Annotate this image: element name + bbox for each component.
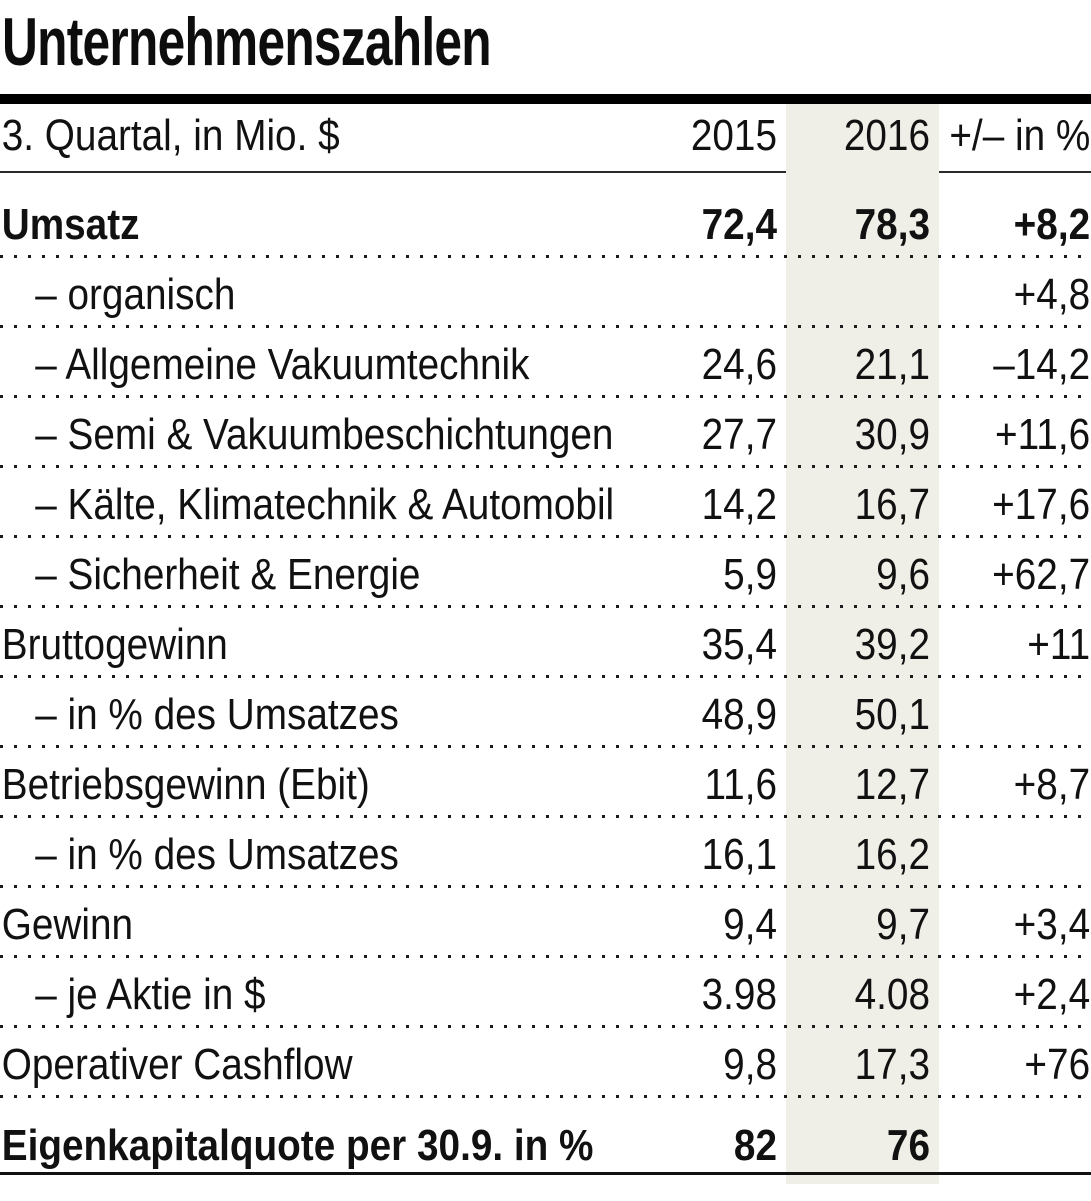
table: 3. Quartal, in Mio. $ 2015 2016 +/– in %…	[0, 104, 1091, 1176]
top-rule	[0, 94, 1091, 104]
page-title: Unternehmenszahlen	[2, 4, 492, 80]
value-2015: 27,7	[701, 410, 777, 459]
value-change: +11	[1027, 620, 1091, 669]
table-row-bruttogewinn: Bruttogewinn 35,4 39,2 +11	[0, 608, 1091, 678]
table-row-allgemeine-vakuumtechnik: – Allgemeine Vakuumtechnik 24,6 21,1 –14…	[0, 328, 1091, 398]
table-row-gewinn: Gewinn 9,4 9,7 +3,4	[0, 888, 1091, 958]
table-row-kaelte-klimatechnik-automobil: – Kälte, Klimatechnik & Automobil 14,2 1…	[0, 468, 1091, 538]
table-row-sicherheit-energie: – Sicherheit & Energie 5,9 9,6 +62,7	[0, 538, 1091, 608]
header-col-2016: 2016	[843, 111, 930, 160]
row-label: – organisch	[35, 270, 236, 319]
row-label: Bruttogewinn	[1, 620, 228, 669]
value-2015: 3.98	[701, 970, 777, 1019]
value-change: +62,7	[992, 550, 1091, 599]
row-label: – Allgemeine Vakuumtechnik	[35, 340, 530, 389]
value-change: +4,8	[1013, 270, 1091, 319]
row-label: – je Aktie in $	[35, 970, 266, 1019]
header-unit-label: 3. Quartal, in Mio. $	[1, 111, 340, 160]
value-2015: 14,2	[701, 480, 777, 529]
value-2016: 50,1	[854, 690, 930, 739]
value-2015: 24,6	[701, 340, 777, 389]
row-label: – in % des Umsatzes	[35, 690, 399, 739]
row-label: – Sicherheit & Energie	[35, 550, 421, 599]
value-2016: 17,3	[854, 1040, 930, 1089]
value-2015: 72,4	[701, 200, 777, 249]
value-2015: 35,4	[701, 620, 777, 669]
table-row-operativer-cashflow: Operativer Cashflow 9,8 17,3 +76	[0, 1028, 1091, 1098]
row-label: – Kälte, Klimatechnik & Automobil	[35, 480, 615, 529]
value-change: +2,4	[1013, 970, 1091, 1019]
row-label: – Semi & Vakuumbeschichtungen	[35, 410, 614, 459]
value-2016: 4.08	[854, 970, 930, 1019]
table-row-eigenkapitalquote: Eigenkapitalquote per 30.9. in % 82 76	[0, 1098, 1091, 1176]
value-2016: 78,3	[854, 200, 930, 249]
table-row-umsatz: Umsatz 72,4 78,3 +8,2	[0, 171, 1091, 258]
header-col-change: +/– in %	[949, 111, 1091, 160]
value-2015: 48,9	[701, 690, 777, 739]
row-label: – in % des Umsatzes	[35, 830, 399, 879]
value-change: +17,6	[992, 480, 1091, 529]
value-change: +76	[1024, 1040, 1091, 1089]
table-row-organisch: – organisch +4,8	[0, 258, 1091, 328]
value-2015: 11,6	[704, 760, 777, 809]
row-label: Betriebsgewinn (Ebit)	[1, 760, 370, 809]
value-2016: 21,1	[854, 340, 930, 389]
value-2016: 16,7	[854, 480, 930, 529]
value-2016: 9,6	[876, 550, 930, 599]
value-2015: 16,1	[701, 830, 777, 879]
table-header-row: 3. Quartal, in Mio. $ 2015 2016 +/– in %	[0, 104, 1091, 171]
row-label: Operativer Cashflow	[1, 1040, 353, 1089]
value-2016: 30,9	[854, 410, 930, 459]
value-change: +8,2	[1013, 200, 1091, 249]
table-row-gewinn-je-aktie: – je Aktie in $ 3.98 4.08 +2,4	[0, 958, 1091, 1028]
table-row-bruttomarge: – in % des Umsatzes 48,9 50,1	[0, 678, 1091, 748]
row-label: Umsatz	[1, 200, 140, 249]
bottom-rule	[0, 1172, 1091, 1175]
value-2016: 39,2	[854, 620, 930, 669]
row-label: Gewinn	[1, 900, 134, 949]
value-2016: 9,7	[876, 900, 930, 949]
row-label: Eigenkapitalquote per 30.9. in %	[1, 1121, 594, 1170]
table-row-semi-vakuumbeschichtungen: – Semi & Vakuumbeschichtungen 27,7 30,9 …	[0, 398, 1091, 468]
value-2015: 9,4	[723, 900, 777, 949]
value-change: –14,2	[993, 340, 1091, 389]
table-row-betriebsgewinn-ebit: Betriebsgewinn (Ebit) 11,6 12,7 +8,7	[0, 748, 1091, 818]
table-row-ebit-marge: – in % des Umsatzes 16,1 16,2	[0, 818, 1091, 888]
value-2016: 16,2	[854, 830, 930, 879]
header-col-2015: 2015	[690, 111, 777, 160]
value-change: +11,6	[995, 410, 1091, 459]
value-2015: 5,9	[723, 550, 777, 599]
value-2016: 76	[886, 1121, 930, 1170]
value-2015: 82	[733, 1121, 777, 1170]
value-change: +3,4	[1013, 900, 1091, 949]
value-change: +8,7	[1013, 760, 1091, 809]
value-2015: 9,8	[723, 1040, 777, 1089]
value-2016: 12,7	[854, 760, 930, 809]
